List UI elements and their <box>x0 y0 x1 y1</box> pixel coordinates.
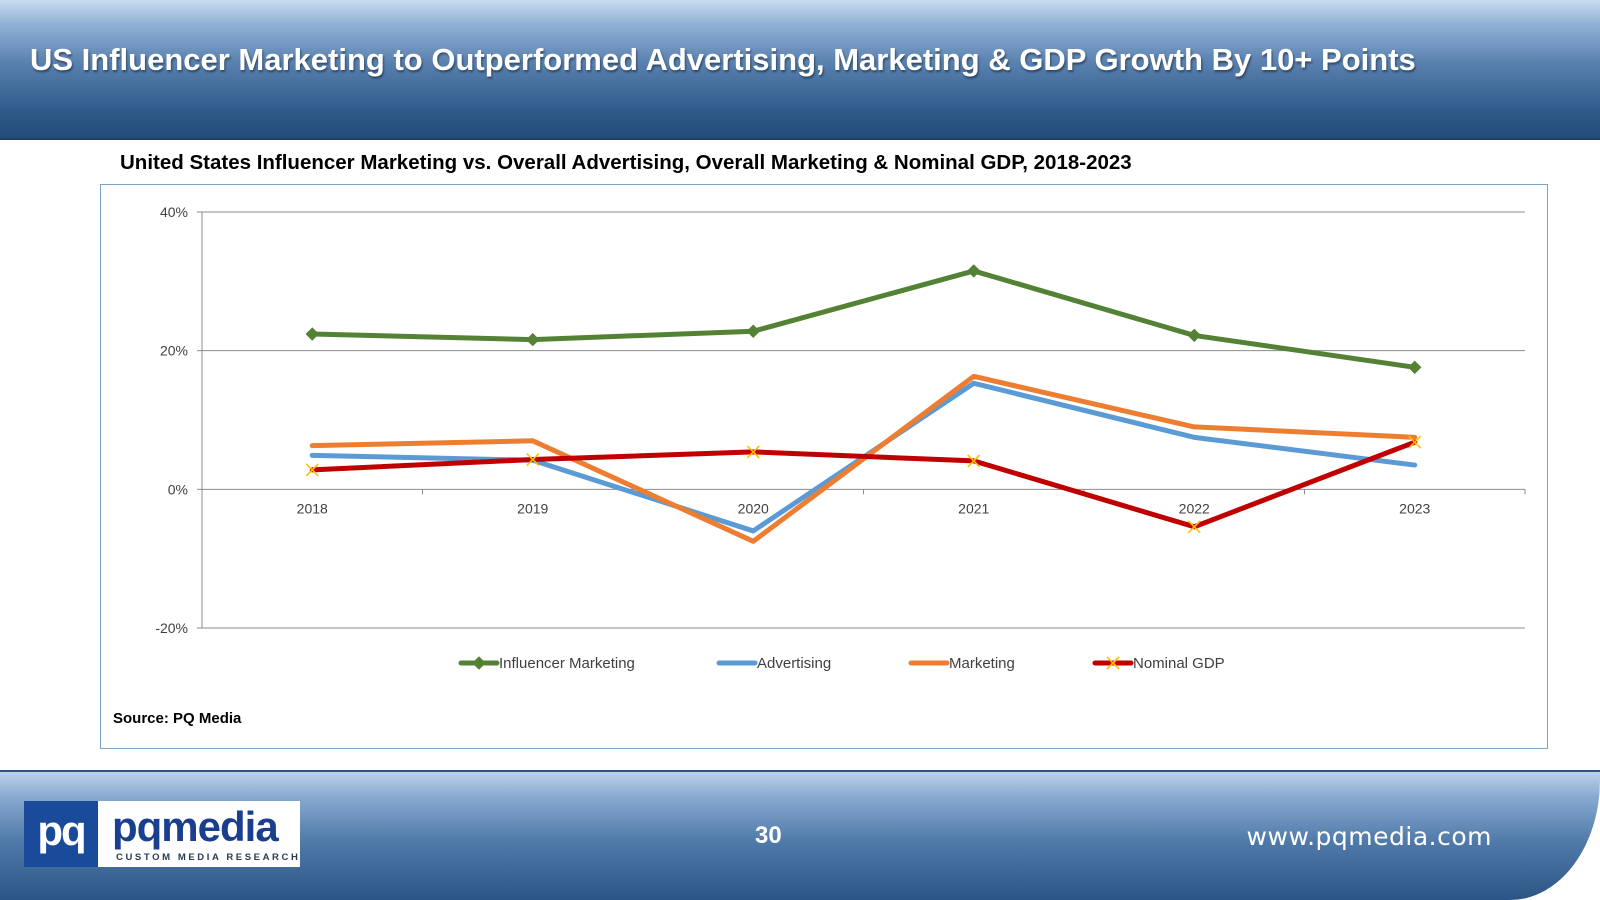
x-tick-label: 2020 <box>738 500 769 516</box>
data-point-influencer-marketing <box>746 324 760 338</box>
chart-area: -20% 0% 20% 40% 2018 2019 2020 2021 2022 2023 Infl… <box>100 184 1548 749</box>
x-tick-label: 2019 <box>517 500 548 516</box>
data-point-influencer-marketing <box>305 327 319 341</box>
pqmedia-logo: pq pqmedia CUSTOM MEDIA RESEARCH <box>24 801 300 867</box>
legend-label: Influencer Marketing <box>499 655 635 672</box>
y-tick-label: -20% <box>155 620 188 636</box>
data-point-nominal-gdp <box>1187 520 1201 534</box>
chart-title: United States Influencer Marketing vs. O… <box>120 151 1132 174</box>
x-tick-label: 2022 <box>1179 500 1210 516</box>
data-point-influencer-marketing <box>967 264 981 278</box>
slide-header: US Influencer Marketing to Outperformed … <box>0 0 1600 140</box>
data-point-influencer-marketing <box>1187 328 1201 343</box>
logo-text: pqmedia CUSTOM MEDIA RESEARCH <box>98 801 300 867</box>
x-tick-label: 2021 <box>958 500 989 516</box>
logo-mark: pq <box>24 801 98 867</box>
legend-label: Marketing <box>949 655 1015 672</box>
x-tick-label: 2023 <box>1399 500 1430 516</box>
website-link[interactable]: www.pqmedia.com <box>1246 822 1492 851</box>
legend-marker <box>472 656 486 670</box>
data-point-influencer-marketing <box>526 332 540 347</box>
slide-title: US Influencer Marketing to Outperformed … <box>30 42 1416 77</box>
x-tick-label: 2018 <box>297 500 328 516</box>
data-point-nominal-gdp <box>746 445 760 459</box>
data-point-nominal-gdp <box>526 452 540 467</box>
legend-marker <box>1106 656 1120 670</box>
legend-label: Nominal GDP <box>1133 655 1225 672</box>
logo-wordmark: pqmedia <box>112 803 279 850</box>
data-point-nominal-gdp <box>967 454 981 468</box>
logo-tagline: CUSTOM MEDIA RESEARCH <box>116 852 301 863</box>
series-line-nominal-gdp <box>309 439 1418 530</box>
y-tick-label: 20% <box>160 343 188 359</box>
data-point-influencer-marketing <box>1408 360 1422 375</box>
line-chart: -20% 0% 20% 40% 2018 2019 2020 2021 2022 2023 Infl… <box>155 204 1526 672</box>
series-line-influencer-marketing <box>309 268 1418 370</box>
page-number: 30 <box>755 822 782 849</box>
source-note: Source: PQ Media <box>113 710 242 727</box>
data-point-nominal-gdp <box>305 463 319 477</box>
y-tick-label: 40% <box>160 204 188 220</box>
y-tick-label: 0% <box>168 481 188 497</box>
legend-label: Advertising <box>757 655 831 672</box>
data-point-nominal-gdp <box>1408 435 1422 449</box>
